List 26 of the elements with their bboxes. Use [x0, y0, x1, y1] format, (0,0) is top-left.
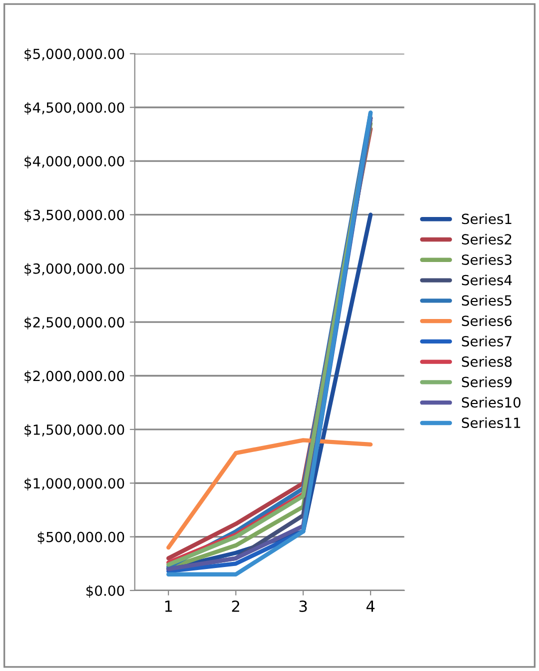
x-tick-label: 1 [165, 600, 172, 612]
legend-label: Series10 [462, 396, 520, 408]
y-tick-label: $3,500,000.00 [24, 209, 124, 222]
legend-label: Series5 [462, 294, 512, 306]
legend-label: Series9 [462, 376, 512, 388]
legend-label: Series7 [462, 336, 512, 346]
legend-label: Series11 [462, 417, 520, 428]
x-tick-label: 3 [299, 600, 307, 612]
y-tick-label: $3,000,000.00 [24, 263, 124, 276]
legend-label: Series2 [462, 234, 512, 245]
x-tick-label: 4 [366, 600, 375, 612]
y-tick-label: $4,000,000.00 [24, 156, 124, 168]
x-tick-label: 2 [232, 600, 240, 612]
y-tick-label: $1,000,000.00 [24, 478, 124, 490]
legend-label: Series1 [462, 213, 512, 224]
legend-label: Series4 [462, 274, 512, 286]
y-tick-label: $2,500,000.00 [24, 316, 124, 330]
y-tick-label: $2,000,000.00 [24, 370, 124, 384]
y-tick-label: $5,000,000.00 [24, 48, 124, 61]
legend-label: Series3 [462, 254, 512, 265]
y-tick-label: $4,500,000.00 [24, 102, 124, 115]
legend-label: Series6 [462, 315, 512, 326]
y-tick-label: $500,000.00 [38, 532, 124, 544]
y-tick-label: $0.00 [86, 585, 124, 598]
legend-label: Series8 [462, 356, 512, 367]
y-tick-label: $1,500,000.00 [24, 424, 124, 437]
